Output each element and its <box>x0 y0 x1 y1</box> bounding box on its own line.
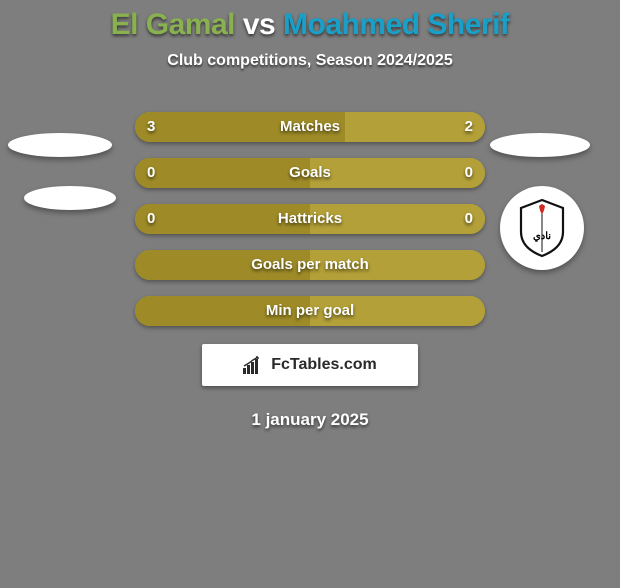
stat-label: Goals <box>135 158 485 188</box>
title-vs: vs <box>243 8 275 41</box>
brand-badge: FcTables.com <box>202 344 418 386</box>
bar-chart-icon <box>243 356 265 374</box>
stat-row: 00Hattricks <box>135 204 485 234</box>
subtitle: Club competitions, Season 2024/2025 <box>0 52 620 70</box>
stat-label: Min per goal <box>135 296 485 326</box>
stat-label: Matches <box>135 112 485 142</box>
club-logo-label: نادي <box>517 231 567 242</box>
stat-row: Min per goal <box>135 296 485 326</box>
footer-date: 1 january 2025 <box>0 410 620 430</box>
stat-row: 32Matches <box>135 112 485 142</box>
comparison-title: El Gamal vs Moahmed Sherif <box>0 8 620 42</box>
brand-text: FcTables.com <box>271 356 377 374</box>
player1-name: El Gamal <box>111 8 235 41</box>
stat-label: Goals per match <box>135 250 485 280</box>
shield-icon <box>517 198 567 258</box>
player1-photo-placeholder <box>8 133 112 157</box>
player2-photo-placeholder <box>490 133 590 157</box>
stats-container: 32Matches 00Goals 00Hattricks Goals per mat… <box>135 112 485 326</box>
player1-club-placeholder <box>24 186 116 210</box>
stat-row: Goals per match <box>135 250 485 280</box>
player2-club-logo: نادي <box>500 186 584 270</box>
stat-label: Hattricks <box>135 204 485 234</box>
player2-name: Moahmed Sherif <box>283 8 509 41</box>
stat-row: 00Goals <box>135 158 485 188</box>
